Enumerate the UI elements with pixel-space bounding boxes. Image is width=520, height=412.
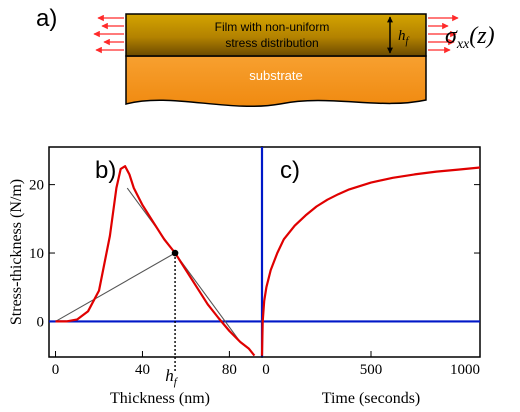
stress-arrows (93, 14, 459, 54)
secant-line (55, 252, 176, 322)
marker-point (171, 249, 179, 257)
film-layer (125, 13, 427, 57)
x-axis-title-b: Thickness (nm) (110, 390, 210, 407)
panel-b-label: b) (95, 157, 116, 184)
x-tick-label-b: 40 (135, 362, 150, 378)
substrate-label: substrate (249, 68, 302, 83)
x-tick-label-c: 0 (262, 362, 270, 378)
film-label-line2: stress distribution (225, 36, 318, 50)
y-tick-label: 20 (29, 178, 44, 194)
hf-label: hf (165, 366, 179, 388)
thickness-symbol: hf (398, 28, 410, 47)
film-label-line1: Film with non-uniform (215, 20, 330, 34)
panel-b-plot: 0 10 20 0 40 80 hf (29, 165, 262, 388)
panel-a: a) substrate Film with non-uniform stres… (36, 5, 495, 108)
substrate-block (125, 55, 427, 108)
panel-a-label: a) (36, 5, 57, 32)
x-tick-label-c: 1000 (450, 362, 480, 378)
x-tick-label-b: 0 (52, 362, 60, 378)
stress-thickness-series-b (55, 165, 256, 357)
y-tick-label: 10 (29, 246, 44, 262)
x-tick-label-c: 500 (360, 362, 383, 378)
y-tick-label: 0 (37, 314, 45, 330)
stress-symbol: σxx(z) (445, 23, 495, 52)
stress-thickness-series-c (260, 166, 481, 356)
panel-c-plot: 0 500 1000 (260, 147, 481, 378)
plots-area: 0 10 20 0 40 80 hf 0 500 1000 b) c) Stress-thick… (8, 146, 481, 407)
x-axis-title-c: Time (seconds) (322, 390, 421, 407)
panel-c-label: c) (280, 157, 300, 184)
x-tick-label-b: 80 (222, 362, 237, 378)
y-axis-title: Stress-thickness (N/m) (8, 179, 25, 325)
panel-b-frame (48, 146, 263, 358)
